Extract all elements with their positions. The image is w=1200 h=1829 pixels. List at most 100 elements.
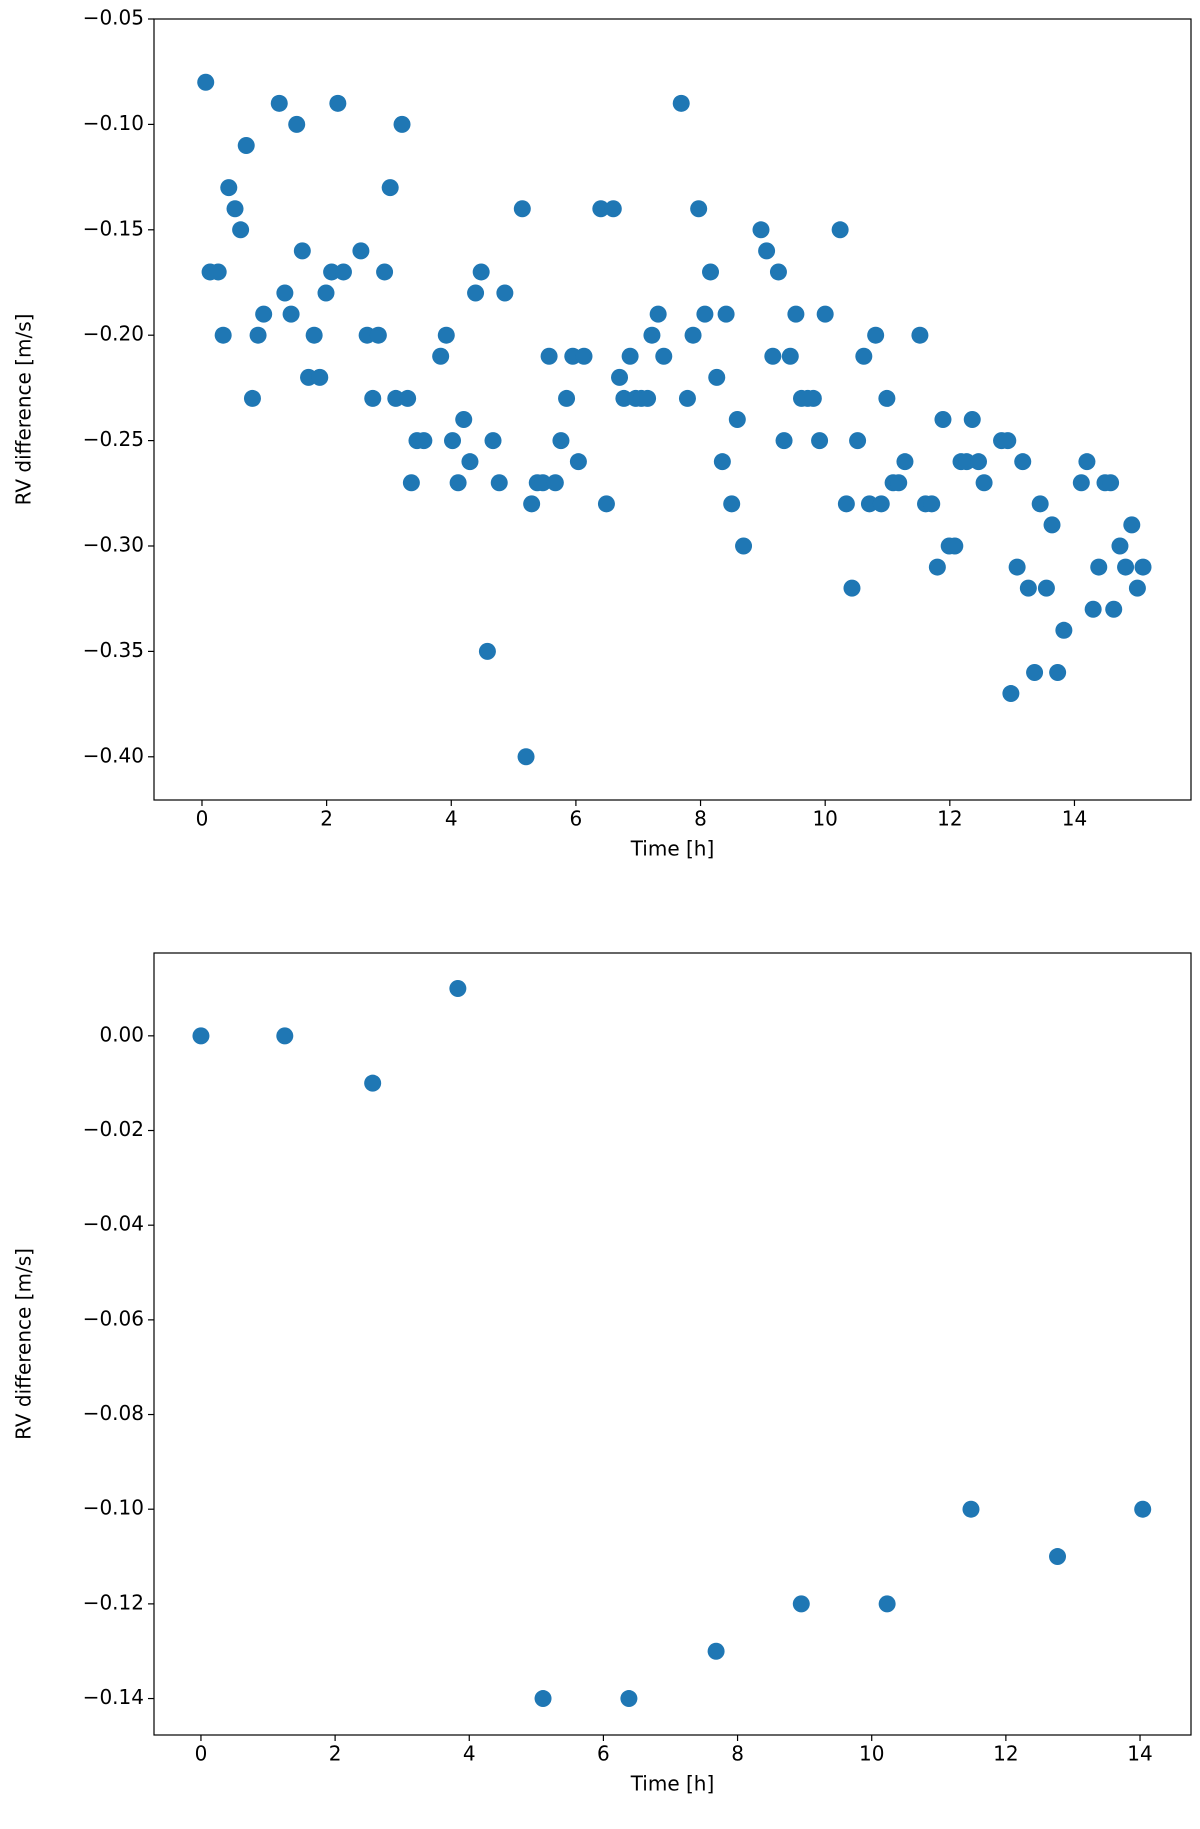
- x-tick-label: 10: [812, 807, 837, 831]
- point: [890, 474, 908, 492]
- point: [764, 347, 782, 365]
- point: [717, 305, 735, 323]
- point: [878, 1595, 896, 1613]
- point: [655, 347, 673, 365]
- point: [735, 537, 753, 555]
- point: [558, 389, 576, 407]
- point: [831, 221, 849, 239]
- point: [896, 453, 914, 471]
- point: [615, 389, 633, 407]
- point: [752, 221, 770, 239]
- point: [449, 474, 467, 492]
- point: [1072, 474, 1090, 492]
- y-tick-label: −0.14: [83, 1685, 144, 1709]
- point: [1002, 685, 1020, 703]
- point: [684, 326, 702, 344]
- point: [517, 748, 535, 766]
- point: [1049, 1548, 1067, 1566]
- point: [792, 1595, 810, 1613]
- point: [329, 94, 347, 112]
- point: [334, 263, 352, 281]
- point: [1008, 558, 1026, 576]
- point: [323, 263, 341, 281]
- point: [1134, 558, 1152, 576]
- point: [702, 263, 720, 281]
- y-tick-label: −0.08: [83, 1401, 144, 1425]
- point: [855, 347, 873, 365]
- point: [958, 453, 976, 471]
- point: [461, 453, 479, 471]
- y-tick-label: −0.40: [83, 743, 144, 767]
- point: [649, 305, 667, 323]
- point: [713, 453, 731, 471]
- y-tick-label: 0.00: [99, 1022, 144, 1046]
- point: [1043, 516, 1061, 534]
- point: [437, 326, 455, 344]
- point: [1134, 1500, 1152, 1518]
- point: [969, 453, 987, 471]
- point: [963, 411, 981, 429]
- point: [376, 263, 394, 281]
- point: [604, 200, 622, 218]
- point: [513, 200, 531, 218]
- point: [860, 495, 878, 513]
- point: [811, 432, 829, 450]
- point: [1102, 474, 1120, 492]
- point: [975, 474, 993, 492]
- point: [220, 179, 238, 197]
- point: [597, 495, 615, 513]
- point: [232, 221, 250, 239]
- point: [872, 495, 890, 513]
- y-tick-label: −0.10: [83, 111, 144, 135]
- point: [934, 411, 952, 429]
- point: [708, 368, 726, 386]
- point: [249, 326, 267, 344]
- x-tick-label: 8: [694, 807, 707, 831]
- point: [472, 263, 490, 281]
- point: [1090, 558, 1108, 576]
- point: [575, 347, 593, 365]
- point: [393, 115, 411, 133]
- point: [369, 326, 387, 344]
- y-tick-label: −0.25: [83, 427, 144, 451]
- point: [449, 980, 467, 998]
- plot-frame: [153, 952, 1192, 1736]
- point: [1037, 579, 1055, 597]
- x-tick-label: 6: [570, 807, 583, 831]
- point: [534, 1690, 552, 1708]
- point: [399, 389, 417, 407]
- point: [1111, 537, 1129, 555]
- plot-frame: [153, 18, 1192, 801]
- x-tick-label: 6: [597, 1742, 610, 1766]
- point: [226, 200, 244, 218]
- point: [999, 432, 1017, 450]
- point: [1031, 495, 1049, 513]
- y-tick-label: −0.30: [83, 532, 144, 556]
- x-tick-label: 4: [445, 807, 458, 831]
- point: [1084, 600, 1102, 618]
- point: [923, 495, 941, 513]
- point: [1049, 663, 1067, 681]
- x-tick-label: 2: [329, 1742, 342, 1766]
- point: [276, 284, 294, 302]
- point: [402, 474, 420, 492]
- point: [787, 305, 805, 323]
- point: [364, 389, 382, 407]
- point: [387, 389, 405, 407]
- point: [781, 347, 799, 365]
- y-tick-label: −0.12: [83, 1590, 144, 1614]
- x-axis-label: Time [h]: [630, 1772, 715, 1796]
- point: [804, 389, 822, 407]
- point: [849, 432, 867, 450]
- y-tick-label: −0.06: [83, 1306, 144, 1330]
- x-tick-label: 0: [196, 807, 209, 831]
- point: [317, 284, 335, 302]
- point: [546, 474, 564, 492]
- x-tick-label: 14: [1127, 1742, 1152, 1766]
- point: [444, 432, 462, 450]
- point: [878, 389, 896, 407]
- point: [639, 389, 657, 407]
- point: [867, 326, 885, 344]
- point: [690, 200, 708, 218]
- point: [534, 474, 552, 492]
